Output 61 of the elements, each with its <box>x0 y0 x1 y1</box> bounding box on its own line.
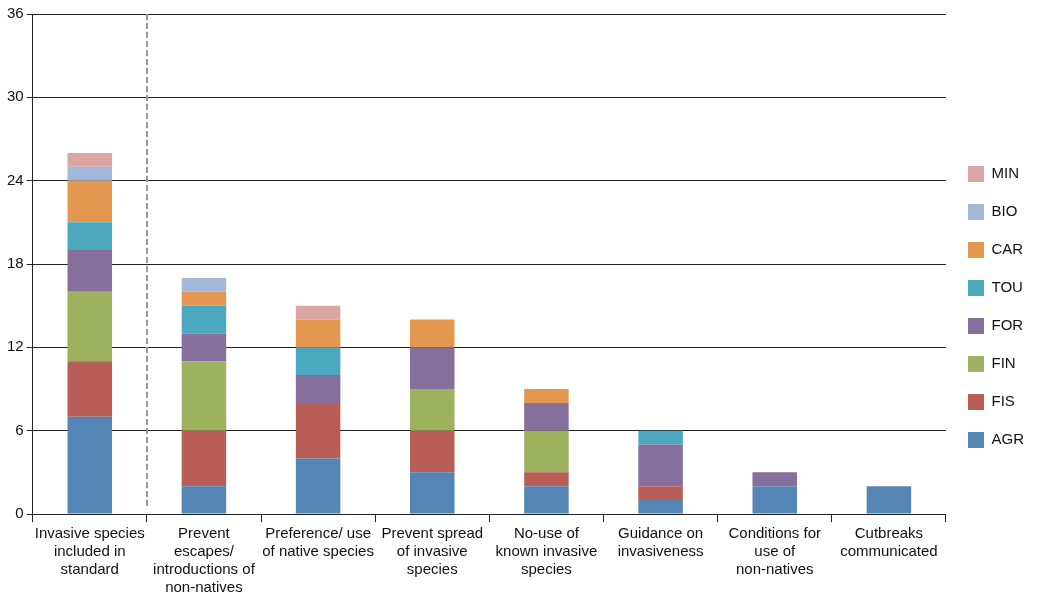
bar <box>295 305 341 320</box>
bar <box>524 389 569 403</box>
legend-label: TOU <box>991 278 1023 296</box>
legend-label: FOR <box>991 316 1024 334</box>
x-tick-label: Invasive species included in standard <box>34 524 145 578</box>
bar <box>67 152 113 167</box>
x-tick-label: Cutbreaks communicated <box>840 524 938 560</box>
bar <box>181 305 227 334</box>
bar <box>181 291 227 306</box>
bar <box>295 347 341 376</box>
bar <box>181 361 227 431</box>
bar <box>67 416 113 514</box>
bar <box>67 361 113 417</box>
y-tick-label: 12 <box>7 337 24 355</box>
bar <box>638 430 683 445</box>
bar <box>638 486 683 501</box>
bar <box>752 472 798 487</box>
bar <box>410 430 455 473</box>
bar <box>295 375 341 403</box>
bar <box>295 319 341 348</box>
x-tick-label: Prevent spread of invasive species <box>381 524 484 578</box>
x-tick-label: No-use of known invasive species <box>495 524 598 578</box>
bar <box>67 291 113 362</box>
y-tick-label: 0 <box>15 504 24 522</box>
x-tick-label: Preference/ use of native species <box>262 524 374 560</box>
y-tick-label: 18 <box>7 254 24 272</box>
bar <box>524 430 569 473</box>
x-tick-label: Guidance on invasiveness <box>617 524 704 560</box>
bar <box>181 430 227 487</box>
bar <box>638 444 683 487</box>
bar <box>295 402 341 459</box>
x-tick-label: Conditions for use of non-natives <box>728 524 822 578</box>
bar <box>638 500 683 514</box>
legend-label: FIS <box>991 392 1015 410</box>
bar <box>410 319 455 348</box>
bar <box>752 486 798 514</box>
legend-label: MIN <box>991 164 1019 182</box>
legend-label: CAR <box>991 240 1024 258</box>
bar <box>181 277 227 292</box>
y-tick-label: 36 <box>7 4 24 22</box>
x-tick-label: Prevent escapes/ introductions of non-natives <box>153 524 256 596</box>
y-tick-label: 6 <box>15 420 24 438</box>
bar <box>524 402 569 431</box>
bar <box>67 222 113 251</box>
bar <box>67 180 113 223</box>
legend-label: BIO <box>991 202 1018 220</box>
bar <box>181 486 227 514</box>
bar <box>295 458 341 514</box>
y-tick-label: 24 <box>7 170 24 188</box>
bar <box>866 486 912 514</box>
bar <box>67 250 113 292</box>
legend-label: FIN <box>991 354 1016 372</box>
bar <box>410 472 455 514</box>
bar <box>181 333 227 362</box>
legend-label: AGR <box>991 430 1025 448</box>
y-tick-label: 30 <box>7 87 24 105</box>
bar <box>410 347 455 389</box>
bar <box>410 389 455 431</box>
bar <box>67 166 113 181</box>
bar <box>524 486 569 514</box>
bar <box>524 472 569 487</box>
